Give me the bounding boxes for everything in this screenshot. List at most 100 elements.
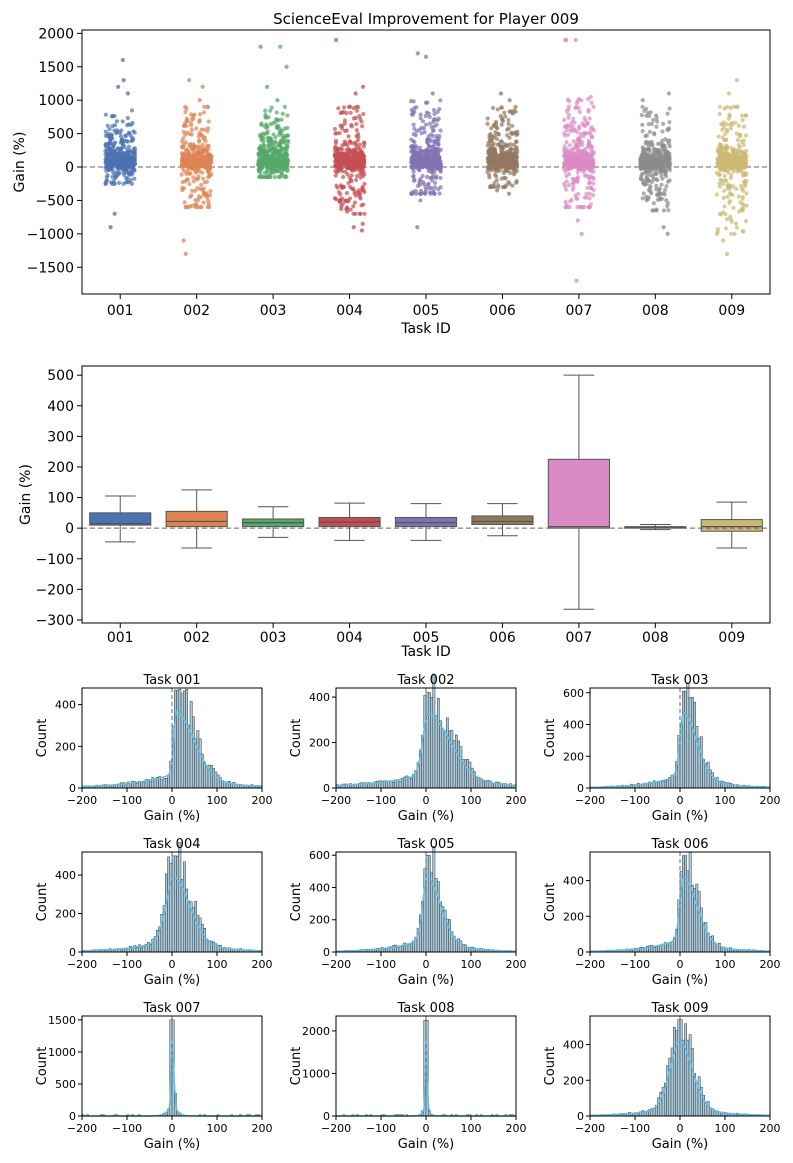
strip-point bbox=[189, 127, 194, 133]
histogram-bar bbox=[428, 854, 431, 953]
strip-point bbox=[566, 152, 571, 157]
strip-point bbox=[413, 164, 418, 170]
strip-point bbox=[335, 165, 340, 170]
strip-point bbox=[118, 134, 124, 139]
strip-point bbox=[725, 194, 730, 199]
strip-point bbox=[665, 231, 670, 236]
strip-point bbox=[647, 129, 652, 135]
strip-point bbox=[183, 132, 188, 137]
strip-point bbox=[121, 154, 126, 159]
y-axis-label: Count bbox=[35, 1047, 50, 1086]
strip-series-003 bbox=[256, 44, 291, 180]
strip-point bbox=[264, 84, 270, 89]
strip-point bbox=[284, 64, 289, 69]
strip-point bbox=[119, 146, 124, 151]
strip-point bbox=[190, 203, 195, 208]
box-iqr bbox=[547, 458, 610, 529]
strip-point bbox=[584, 195, 589, 200]
strip-point bbox=[340, 174, 346, 180]
strip-point bbox=[425, 174, 430, 180]
strip-point bbox=[562, 124, 567, 130]
strip-point bbox=[275, 169, 280, 174]
strip-point bbox=[181, 168, 187, 173]
strip-point bbox=[435, 166, 441, 172]
strip-point bbox=[266, 146, 271, 151]
histogram-bar bbox=[189, 701, 193, 789]
strip-point bbox=[185, 118, 190, 123]
strip-point bbox=[566, 104, 572, 109]
strip-point bbox=[284, 151, 289, 156]
strip-point bbox=[333, 138, 339, 143]
histogram-bar bbox=[684, 855, 687, 953]
strip-point bbox=[362, 172, 367, 177]
strip-point bbox=[564, 37, 569, 43]
strip-point bbox=[267, 158, 272, 163]
strip-point bbox=[420, 161, 425, 166]
strip-point bbox=[205, 126, 211, 131]
strip-point bbox=[342, 160, 347, 165]
strip-point bbox=[664, 198, 669, 203]
strip-point bbox=[640, 104, 645, 109]
strip-point bbox=[423, 54, 428, 59]
strip-point bbox=[659, 182, 664, 187]
histogram-bar bbox=[682, 690, 685, 789]
x-tick-label: −200 bbox=[67, 1122, 97, 1135]
x-tick-label: 200 bbox=[252, 794, 273, 807]
y-tick-label: 600 bbox=[563, 687, 584, 700]
strip-point bbox=[343, 141, 348, 146]
strip-point bbox=[261, 162, 266, 167]
strip-point bbox=[276, 118, 281, 123]
strip-series-007 bbox=[561, 37, 596, 283]
strip-point bbox=[739, 113, 745, 118]
strip-point bbox=[271, 121, 276, 126]
x-axis-label: Gain (%) bbox=[652, 973, 709, 988]
strip-point bbox=[729, 231, 734, 236]
strip-point bbox=[257, 153, 262, 158]
strip-point bbox=[499, 116, 505, 121]
strip-point bbox=[643, 169, 649, 175]
strip-point bbox=[349, 124, 354, 129]
y-tick-label: 400 bbox=[563, 875, 584, 888]
histogram-bar bbox=[684, 690, 687, 789]
strip-point bbox=[194, 144, 199, 150]
strip-point bbox=[353, 211, 358, 216]
histogram-bar bbox=[212, 768, 215, 789]
strip-series-004 bbox=[332, 37, 367, 233]
strip-point bbox=[417, 154, 422, 159]
strip-point bbox=[113, 130, 119, 136]
strip-point bbox=[499, 122, 504, 127]
strip-point bbox=[343, 169, 348, 174]
strip-point bbox=[565, 167, 571, 172]
x-tick-label: 003 bbox=[260, 630, 287, 646]
box-008 bbox=[624, 523, 687, 531]
strip-point bbox=[717, 104, 722, 109]
strip-point bbox=[722, 173, 727, 179]
histogram-bar bbox=[135, 783, 139, 789]
y-tick-label: 1000 bbox=[302, 1067, 330, 1080]
strip-point bbox=[587, 180, 593, 185]
strip-point bbox=[589, 186, 594, 191]
strip-point bbox=[344, 111, 349, 116]
strip-point bbox=[512, 165, 517, 170]
strip-point bbox=[124, 164, 130, 170]
strip-point bbox=[665, 158, 670, 163]
strip-point bbox=[568, 126, 574, 132]
strip-point bbox=[563, 159, 569, 165]
x-tick-label: 0 bbox=[423, 794, 430, 807]
strip-point bbox=[642, 147, 647, 152]
strip-point bbox=[128, 177, 133, 183]
strip-point bbox=[584, 173, 589, 178]
strip-point bbox=[207, 205, 212, 210]
strip-point bbox=[259, 121, 264, 126]
strip-point bbox=[420, 164, 425, 170]
strip-point bbox=[183, 140, 188, 145]
strip-point bbox=[107, 146, 112, 151]
strip-point bbox=[727, 155, 732, 160]
strip-point bbox=[196, 197, 201, 203]
histogram-bar bbox=[221, 948, 224, 953]
strip-point bbox=[511, 172, 517, 177]
y-tick-label: 200 bbox=[309, 737, 330, 750]
x-tick-label: 100 bbox=[207, 958, 228, 971]
histogram-bar bbox=[176, 855, 179, 953]
strip-point bbox=[356, 104, 361, 110]
